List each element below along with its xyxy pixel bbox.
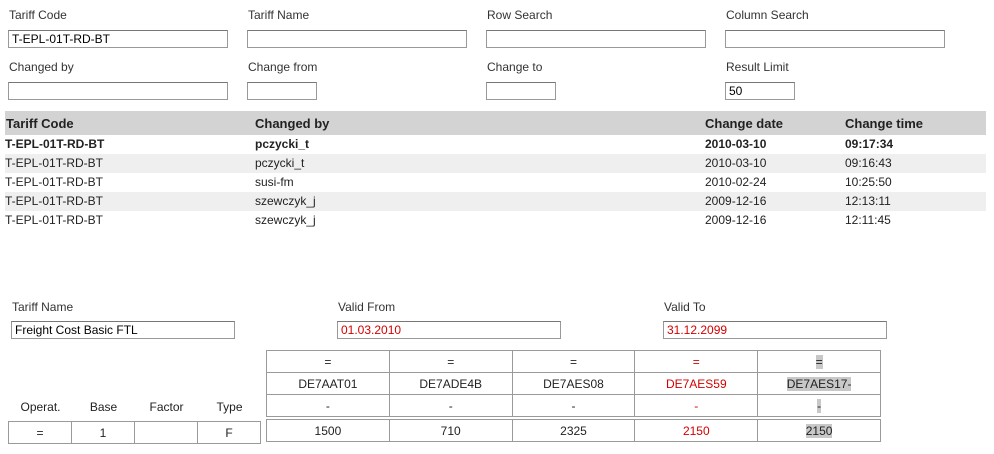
matrix-dash-cell[interactable]: - (388, 394, 513, 417)
table-row[interactable]: T-EPL-01T-RD-BT susi-fm 2010-02-24 10:25… (5, 175, 892, 189)
detail-tariff-name-input[interactable] (11, 321, 235, 339)
tariff-code-label: Tariff Code (9, 8, 67, 22)
matrix-value-cell[interactable]: 2150 (757, 419, 881, 442)
col-header-change-date[interactable]: Change date (705, 116, 784, 131)
matrix-dash-cell[interactable]: - (757, 394, 881, 417)
change-from-label: Change from (248, 60, 318, 74)
changed-by-input[interactable] (8, 82, 228, 100)
operat-cell[interactable]: = (8, 421, 72, 444)
matrix-value-cell[interactable]: 1500 (266, 419, 390, 442)
detail-tariff-name-label: Tariff Name (12, 300, 74, 314)
result-limit-input[interactable] (725, 82, 795, 100)
left-table-header: Operat. Base Factor Type (20, 400, 243, 414)
result-limit-label: Result Limit (726, 60, 789, 74)
change-to-label: Change to (487, 60, 543, 74)
change-to-input[interactable] (486, 82, 556, 100)
matrix-op-cell[interactable]: = (634, 350, 759, 373)
tariff-matrix: = = = = = DE7AAT01 DE7ADE4B DE7AES08 DE7… (266, 350, 881, 442)
left-operator-table: = 1 F (8, 421, 261, 444)
col-header-tariff-code[interactable]: Tariff Code (6, 116, 74, 131)
factor-cell[interactable] (134, 421, 198, 444)
column-search-input[interactable] (725, 30, 945, 48)
tariff-code-input[interactable] (8, 30, 228, 48)
col-header-change-time[interactable]: Change time (845, 116, 924, 131)
column-search-label: Column Search (726, 8, 809, 22)
matrix-code-cell[interactable]: DE7ADE4B (388, 372, 513, 395)
valid-to-label: Valid To (664, 300, 706, 314)
matrix-op-cell[interactable]: = (757, 350, 881, 373)
matrix-dash-cell[interactable]: - (511, 394, 636, 417)
valid-to-input[interactable] (663, 321, 887, 339)
matrix-code-cell[interactable]: DE7AES08 (511, 372, 636, 395)
tariff-name-filter-label: Tariff Name (248, 8, 310, 22)
matrix-value-cell[interactable]: 710 (388, 419, 513, 442)
matrix-code-cell[interactable]: DE7AES17- (757, 372, 881, 395)
valid-from-label: Valid From (338, 300, 396, 314)
col-header-changed-by[interactable]: Changed by (255, 116, 330, 131)
matrix-op-cell[interactable]: = (388, 350, 513, 373)
matrix-code-cell[interactable]: DE7AAT01 (266, 372, 390, 395)
matrix-value-cell[interactable]: 2325 (511, 419, 636, 442)
matrix-dash-cell[interactable]: - (634, 394, 759, 417)
type-cell[interactable]: F (197, 421, 261, 444)
tariff-name-filter-input[interactable] (247, 30, 467, 48)
matrix-dash-cell[interactable]: - (266, 394, 390, 417)
matrix-value-cell[interactable]: 2150 (634, 419, 759, 442)
row-search-input[interactable] (486, 30, 706, 48)
valid-from-input[interactable] (337, 321, 561, 339)
changed-by-label: Changed by (9, 60, 74, 74)
change-from-input[interactable] (247, 82, 317, 100)
table-row[interactable]: T-EPL-01T-RD-BT szewczyk_j 2009-12-16 12… (5, 192, 986, 211)
row-search-label: Row Search (487, 8, 553, 22)
table-row[interactable]: T-EPL-01T-RD-BT pczycki_t 2010-03-10 09:… (5, 137, 894, 151)
matrix-op-cell[interactable]: = (266, 350, 390, 373)
table-row[interactable]: T-EPL-01T-RD-BT szewczyk_j 2009-12-16 12… (5, 213, 891, 227)
matrix-code-cell[interactable]: DE7AES59 (634, 372, 759, 395)
history-header: Tariff Code Changed by Change date Chang… (5, 111, 986, 135)
matrix-op-cell[interactable]: = (511, 350, 636, 373)
table-row[interactable]: T-EPL-01T-RD-BT pczycki_t 2010-03-10 09:… (5, 154, 986, 173)
base-cell[interactable]: 1 (71, 421, 135, 444)
